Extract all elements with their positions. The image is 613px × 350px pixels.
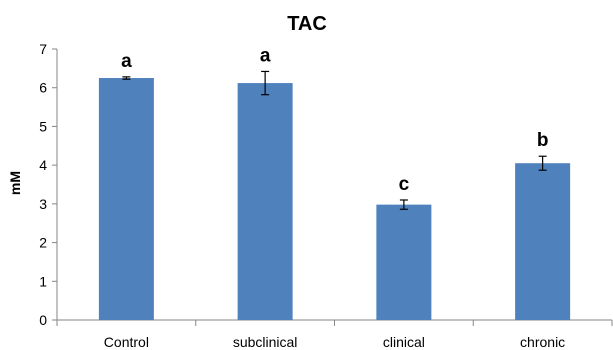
bar-chronic bbox=[515, 163, 571, 320]
y-tick-label: 4 bbox=[39, 157, 47, 173]
y-tick-label: 7 bbox=[39, 41, 47, 57]
x-tick-label: Control bbox=[104, 334, 149, 350]
y-tick-label: 1 bbox=[39, 273, 47, 289]
y-tick-label: 5 bbox=[39, 118, 47, 134]
y-tick-label: 6 bbox=[39, 80, 47, 96]
significance-label: a bbox=[260, 45, 271, 66]
significance-label: b bbox=[537, 130, 549, 151]
bar-clinical bbox=[376, 204, 432, 320]
y-tick-label: 0 bbox=[39, 312, 47, 328]
bar-control bbox=[98, 78, 154, 321]
x-tick-label: chronic bbox=[520, 334, 565, 350]
y-tick-label: 2 bbox=[39, 235, 47, 251]
y-axis: 0 1 2 3 4 5 6 7 bbox=[39, 41, 58, 328]
error-bars bbox=[122, 70, 547, 210]
significance-label: c bbox=[399, 174, 410, 195]
significance-label: a bbox=[121, 51, 132, 72]
x-tick-label: clinical bbox=[383, 334, 425, 350]
y-tick-label: 3 bbox=[39, 196, 47, 212]
chart-title: TAC bbox=[287, 13, 327, 35]
significance-labels: a a c b bbox=[121, 45, 548, 195]
x-tick-label: subclinical bbox=[233, 334, 298, 350]
y-axis-label: mM bbox=[7, 171, 23, 195]
bars bbox=[98, 78, 571, 321]
bar-subclinical bbox=[237, 83, 293, 320]
x-axis bbox=[56, 319, 613, 326]
x-tick-labels: Control subclinical clinical chronic bbox=[104, 334, 565, 350]
